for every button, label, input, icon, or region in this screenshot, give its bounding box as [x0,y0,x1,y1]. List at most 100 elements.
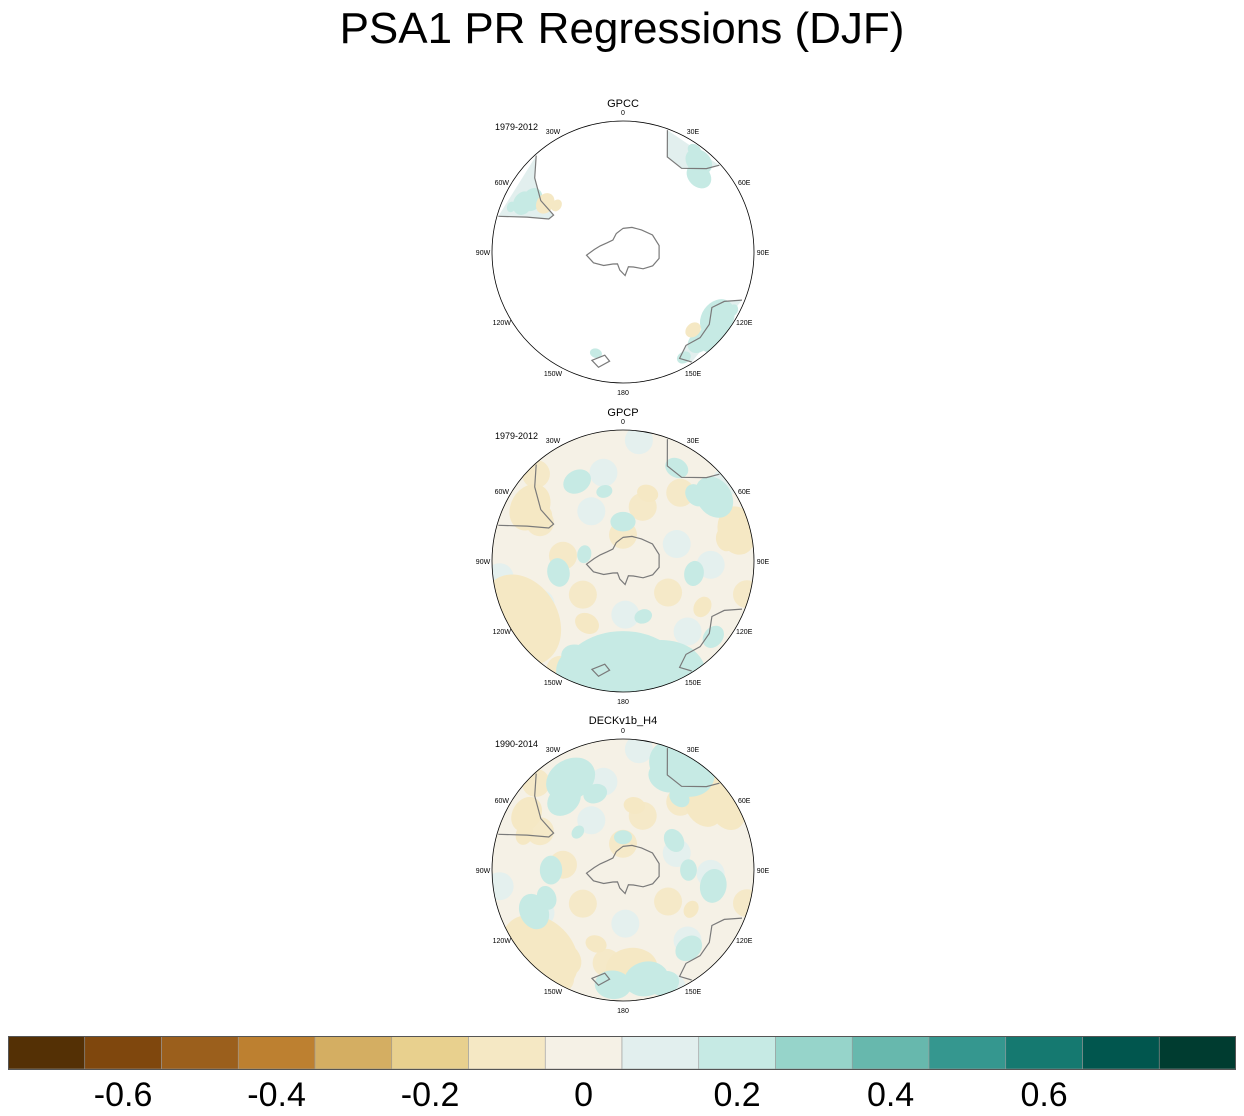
map-border [491,120,755,384]
longitude-label: 30W [546,747,561,754]
longitude-label: 60W [495,180,510,187]
anomaly-contour [637,484,659,503]
field-patch [492,872,514,901]
panel-period: 1979-2012 [495,122,538,132]
anomaly-contour [614,830,632,845]
map-border [491,738,755,1002]
colorbar-swatch [544,1036,623,1070]
anomaly-contour [683,900,699,918]
longitude-label: 180 [617,1008,629,1015]
anomaly-contour [515,823,534,845]
longitude-label: 60E [738,489,751,496]
longitude-label: 90E [757,868,770,875]
africa-coastline [666,748,720,788]
anomaly-contour [669,788,690,808]
anomaly-contour [583,783,608,804]
longitude-label: 120E [736,629,753,636]
anomaly-contour [561,644,594,673]
south-america-coastline [498,464,555,529]
colorbar-swatch [1005,1036,1083,1070]
anomaly-contour [541,939,582,977]
field-patch [568,580,597,609]
australia-coastline [678,299,743,363]
panel-title: GPCP [607,407,638,419]
antarctica-coastline [585,226,660,277]
anomaly-contour [506,201,516,213]
anomaly-contour [512,191,533,215]
anomaly-contour [575,612,599,634]
anomaly-contour [702,625,724,648]
longitude-label: 90W [476,868,491,875]
field-patch [577,806,606,835]
longitude-label: 30E [687,129,700,136]
anomaly-contour [687,143,702,157]
anomaly-contour [649,971,680,996]
colorbar-tick-label: 0.6 [1020,1076,1067,1114]
longitude-label: 120W [493,938,512,945]
longitude-label: 0 [621,110,625,117]
colorbar-swatch [1158,1036,1236,1070]
anomaly-contour [539,855,563,885]
colorbar-swatch [621,1036,700,1070]
figure-title: PSA1 PR Regressions (DJF) [339,4,905,53]
field-patch [611,909,640,938]
colorbar-swatch [84,1036,162,1070]
longitude-label: 150W [544,680,563,687]
colorbar-swatch [391,1036,469,1070]
colorbar-frame [8,1036,1236,1070]
longitude-label: 60W [495,489,510,496]
map-panel-3: DECKv1b_H4 1990-2014 0 30E 60E 90E 120E 150E 180… [476,715,770,1015]
anomaly-contour [610,511,636,532]
anomaly-contour [695,476,734,518]
anomaly-contour [577,545,592,564]
field-patch [662,530,691,559]
longitude-label: 150W [544,989,563,996]
field-patch [568,889,597,918]
colorbar: -0.6 -0.4 -0.2 0 0.2 0.4 0.6 [8,1036,1236,1114]
map-panel-1: GPCC 1979-2012 0 30E 60E 90E 120E 150E 180 150W 12… [476,98,770,397]
longitude-label: 30E [687,747,700,754]
longitude-label: 90E [757,559,770,566]
anomaly-contour [610,643,666,687]
map-border [491,429,755,693]
new-zealand-coastline [590,972,611,987]
longitude-label: 150E [685,680,702,687]
anomaly-contour [596,484,613,498]
anomaly-contour [664,646,697,676]
australia-coastline [678,917,743,981]
longitude-label: 150E [685,371,702,378]
colorbar-tick-label: 0.4 [867,1076,914,1114]
anomaly-contour [563,469,591,494]
anomaly-contour [536,885,557,910]
field-patch [654,578,683,607]
anomaly-contour [547,558,570,587]
longitude-label: 60E [738,798,751,805]
anomaly-contour [693,596,712,618]
longitude-label: 60E [738,180,751,187]
colorbar-swatch [698,1036,776,1070]
colorbar-tick-label: -0.2 [401,1076,460,1114]
longitude-label: 150E [685,989,702,996]
colorbar-tick-label: -0.4 [247,1076,306,1114]
anomaly-contour [675,935,703,962]
colorbar-tick-label: -0.6 [94,1076,153,1114]
africa-coastline [666,439,720,479]
colorbar-swatch [851,1036,930,1070]
anomaly-contour [512,583,549,626]
anomaly-contour [589,348,602,359]
longitude-label: 120E [736,938,753,945]
anomaly-contour [531,506,553,530]
field-patch [666,478,695,507]
antarctica-coastline [585,844,660,895]
colorbar-swatch [775,1036,853,1070]
colorbar-tick-label: 0.2 [713,1076,760,1114]
field-patch [733,889,754,918]
field-patch [654,887,683,916]
anomaly-contour [684,560,704,586]
panel-title: DECKv1b_H4 [589,715,657,727]
africa-coastline [666,130,720,170]
longitude-label: 120W [493,320,512,327]
colorbar-swatch [928,1036,1007,1070]
longitude-label: 120E [736,320,753,327]
anomaly-contour [623,797,646,814]
